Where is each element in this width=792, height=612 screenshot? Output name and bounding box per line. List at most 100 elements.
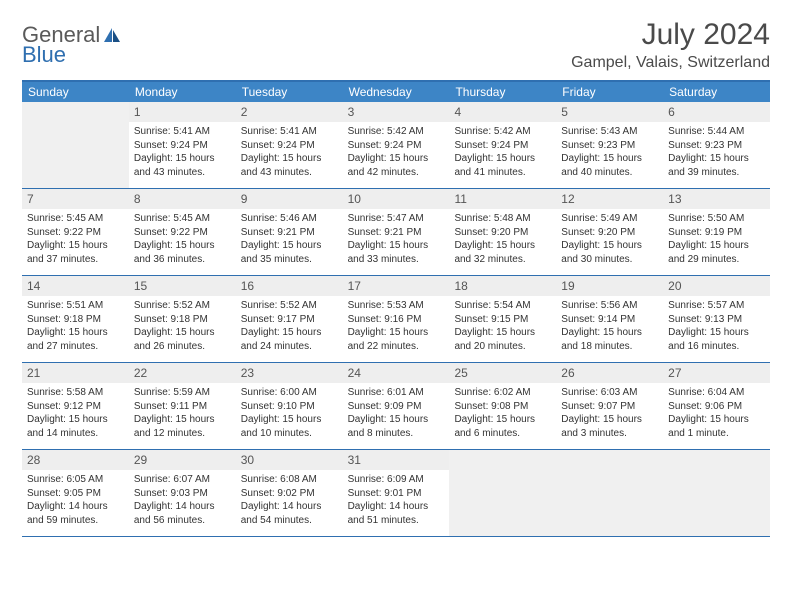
sunrise-text: Sunrise: 6:08 AM — [241, 473, 338, 487]
sunrise-text: Sunrise: 5:52 AM — [134, 299, 231, 313]
sunset-text: Sunset: 9:09 PM — [348, 400, 445, 414]
daylight-text: and 30 minutes. — [561, 253, 658, 267]
week-row: 7Sunrise: 5:45 AMSunset: 9:22 PMDaylight… — [22, 189, 770, 276]
daylight-text: and 26 minutes. — [134, 340, 231, 354]
week-row: 14Sunrise: 5:51 AMSunset: 9:18 PMDayligh… — [22, 276, 770, 363]
day-cell: 18Sunrise: 5:54 AMSunset: 9:15 PMDayligh… — [449, 276, 556, 362]
day-cell: 13Sunrise: 5:50 AMSunset: 9:19 PMDayligh… — [663, 189, 770, 275]
sunrise-text: Sunrise: 5:44 AM — [668, 125, 765, 139]
daylight-text: and 16 minutes. — [668, 340, 765, 354]
day-cell: 23Sunrise: 6:00 AMSunset: 9:10 PMDayligh… — [236, 363, 343, 449]
daylight-text: and 54 minutes. — [241, 514, 338, 528]
day-number: 17 — [343, 276, 450, 296]
daylight-text: and 18 minutes. — [561, 340, 658, 354]
day-cell: 31Sunrise: 6:09 AMSunset: 9:01 PMDayligh… — [343, 450, 450, 536]
sunset-text: Sunset: 9:12 PM — [27, 400, 124, 414]
daylight-text: Daylight: 15 hours — [241, 326, 338, 340]
daylight-text: Daylight: 15 hours — [561, 152, 658, 166]
sunrise-text: Sunrise: 5:41 AM — [241, 125, 338, 139]
sunrise-text: Sunrise: 5:46 AM — [241, 212, 338, 226]
day-cell: 30Sunrise: 6:08 AMSunset: 9:02 PMDayligh… — [236, 450, 343, 536]
sunrise-text: Sunrise: 6:07 AM — [134, 473, 231, 487]
sunrise-text: Sunrise: 6:00 AM — [241, 386, 338, 400]
day-cell: 20Sunrise: 5:57 AMSunset: 9:13 PMDayligh… — [663, 276, 770, 362]
day-number: 3 — [343, 102, 450, 122]
sunset-text: Sunset: 9:24 PM — [348, 139, 445, 153]
sunset-text: Sunset: 9:18 PM — [134, 313, 231, 327]
daylight-text: and 40 minutes. — [561, 166, 658, 180]
day-number: 10 — [343, 189, 450, 209]
location-subtitle: Gampel, Valais, Switzerland — [571, 54, 770, 72]
day-header: Friday — [556, 82, 663, 102]
daylight-text: and 12 minutes. — [134, 427, 231, 441]
day-number: 16 — [236, 276, 343, 296]
daylight-text: and 43 minutes. — [134, 166, 231, 180]
daylight-text: and 1 minute. — [668, 427, 765, 441]
daylight-text: Daylight: 15 hours — [27, 326, 124, 340]
week-row: 21Sunrise: 5:58 AMSunset: 9:12 PMDayligh… — [22, 363, 770, 450]
daylight-text: Daylight: 15 hours — [27, 413, 124, 427]
day-header: Sunday — [22, 82, 129, 102]
sunset-text: Sunset: 9:03 PM — [134, 487, 231, 501]
sunrise-text: Sunrise: 6:02 AM — [454, 386, 551, 400]
daylight-text: and 20 minutes. — [454, 340, 551, 354]
daylight-text: Daylight: 15 hours — [241, 413, 338, 427]
sunrise-text: Sunrise: 5:45 AM — [27, 212, 124, 226]
daylight-text: Daylight: 15 hours — [561, 413, 658, 427]
day-header: Saturday — [663, 82, 770, 102]
day-number: 6 — [663, 102, 770, 122]
day-cell: 22Sunrise: 5:59 AMSunset: 9:11 PMDayligh… — [129, 363, 236, 449]
daylight-text: Daylight: 14 hours — [348, 500, 445, 514]
daylight-text: and 10 minutes. — [241, 427, 338, 441]
daylight-text: Daylight: 15 hours — [134, 326, 231, 340]
day-cell: 4Sunrise: 5:42 AMSunset: 9:24 PMDaylight… — [449, 102, 556, 188]
sunrise-text: Sunrise: 6:09 AM — [348, 473, 445, 487]
sunrise-text: Sunrise: 5:59 AM — [134, 386, 231, 400]
page-title: July 2024 — [571, 18, 770, 52]
sunrise-text: Sunrise: 5:51 AM — [27, 299, 124, 313]
day-cell: 8Sunrise: 5:45 AMSunset: 9:22 PMDaylight… — [129, 189, 236, 275]
day-number: 25 — [449, 363, 556, 383]
sunrise-text: Sunrise: 5:49 AM — [561, 212, 658, 226]
sunset-text: Sunset: 9:05 PM — [27, 487, 124, 501]
sunrise-text: Sunrise: 6:03 AM — [561, 386, 658, 400]
day-cell: 21Sunrise: 5:58 AMSunset: 9:12 PMDayligh… — [22, 363, 129, 449]
blank-cell — [22, 102, 129, 188]
day-cell: 12Sunrise: 5:49 AMSunset: 9:20 PMDayligh… — [556, 189, 663, 275]
day-number: 14 — [22, 276, 129, 296]
blank-cell — [556, 450, 663, 536]
daylight-text: and 27 minutes. — [27, 340, 124, 354]
sunset-text: Sunset: 9:21 PM — [241, 226, 338, 240]
title-block: July 2024 Gampel, Valais, Switzerland — [571, 18, 770, 72]
day-number: 15 — [129, 276, 236, 296]
day-number: 5 — [556, 102, 663, 122]
day-cell: 5Sunrise: 5:43 AMSunset: 9:23 PMDaylight… — [556, 102, 663, 188]
sunrise-text: Sunrise: 5:45 AM — [134, 212, 231, 226]
daylight-text: Daylight: 15 hours — [134, 239, 231, 253]
sunset-text: Sunset: 9:17 PM — [241, 313, 338, 327]
daylight-text: and 37 minutes. — [27, 253, 124, 267]
sunset-text: Sunset: 9:24 PM — [241, 139, 338, 153]
daylight-text: Daylight: 14 hours — [241, 500, 338, 514]
daylight-text: Daylight: 15 hours — [27, 239, 124, 253]
daylight-text: and 43 minutes. — [241, 166, 338, 180]
daylight-text: Daylight: 15 hours — [668, 152, 765, 166]
daylight-text: Daylight: 15 hours — [241, 152, 338, 166]
day-number: 1 — [129, 102, 236, 122]
sunset-text: Sunset: 9:01 PM — [348, 487, 445, 501]
day-cell: 1Sunrise: 5:41 AMSunset: 9:24 PMDaylight… — [129, 102, 236, 188]
day-header: Thursday — [449, 82, 556, 102]
daylight-text: and 59 minutes. — [27, 514, 124, 528]
day-number: 28 — [22, 450, 129, 470]
sunrise-text: Sunrise: 6:01 AM — [348, 386, 445, 400]
sunset-text: Sunset: 9:14 PM — [561, 313, 658, 327]
daylight-text: Daylight: 15 hours — [348, 413, 445, 427]
daylight-text: Daylight: 15 hours — [454, 152, 551, 166]
sunset-text: Sunset: 9:22 PM — [27, 226, 124, 240]
day-number: 26 — [556, 363, 663, 383]
day-number: 19 — [556, 276, 663, 296]
daylight-text: Daylight: 15 hours — [134, 152, 231, 166]
daylight-text: and 42 minutes. — [348, 166, 445, 180]
daylight-text: Daylight: 15 hours — [454, 239, 551, 253]
sunrise-text: Sunrise: 5:42 AM — [348, 125, 445, 139]
